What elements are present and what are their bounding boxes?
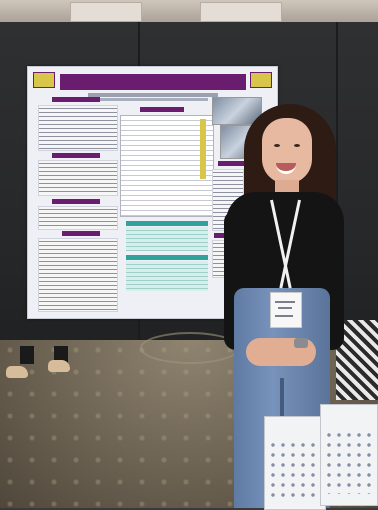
background-person-leg (20, 346, 34, 364)
poster-section-header (52, 97, 100, 102)
poster-text-block (38, 238, 118, 312)
presenter-eye-right (294, 144, 300, 147)
poster-teal-header (126, 221, 208, 226)
backdrop-seam (336, 22, 338, 348)
badge-line (275, 301, 295, 303)
tote-bag-print (268, 440, 320, 500)
tote-bag-print (324, 430, 372, 494)
poster-section-header (62, 231, 100, 236)
poster-teal-table (126, 261, 208, 291)
poster-title-bar (60, 74, 246, 90)
background-person-shoe (6, 366, 28, 378)
ceiling (0, 0, 378, 24)
presenter-face (262, 118, 312, 184)
ceiling-panel (200, 2, 282, 22)
poster-section-header (52, 199, 100, 204)
presenter-eye-left (274, 144, 280, 147)
badge-line (275, 315, 293, 317)
presenter-smile (276, 163, 296, 174)
poster-section-header (52, 153, 100, 158)
poster-subtitle (88, 93, 218, 97)
badge-line (278, 307, 292, 309)
poster-table-highlight (200, 119, 206, 179)
poster-text-block (38, 206, 118, 230)
poster-logo-right (250, 72, 272, 88)
background-person-shoe (48, 360, 70, 372)
name-badge (270, 292, 302, 328)
poster-results-table (120, 115, 214, 217)
poster-teal-header (126, 255, 208, 260)
poster-teal-table (126, 227, 208, 251)
poster-section-header (218, 161, 258, 166)
presenter-watch (294, 338, 308, 348)
poster-logo-left (33, 72, 55, 88)
background-person-leg (54, 346, 68, 364)
poster-text-block (38, 160, 118, 196)
poster-section-header (140, 107, 184, 112)
poster-authors (98, 98, 208, 101)
ceiling-panel (70, 2, 142, 22)
poster-text-block (38, 105, 118, 151)
